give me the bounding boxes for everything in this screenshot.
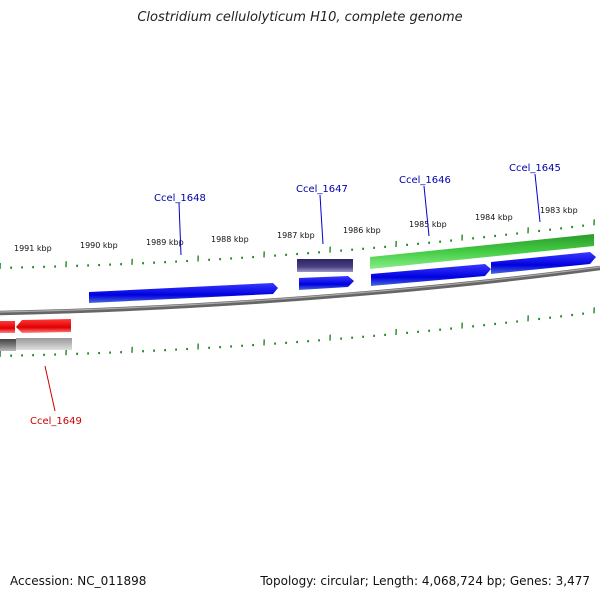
genome-summary-text: Topology: circular; Length: 4,068,724 bp… bbox=[260, 574, 590, 588]
gene-label-ccel-1645[interactable]: Ccel_1645 bbox=[509, 163, 561, 174]
feature-ccel-1647-other[interactable] bbox=[297, 259, 353, 272]
feature-ccel-1649-grey[interactable] bbox=[16, 338, 72, 350]
label-line-ccel-1646 bbox=[423, 185, 430, 237]
lower-scale-ticks bbox=[0, 307, 595, 358]
gene-label-ccel-1647[interactable]: Ccel_1647 bbox=[296, 184, 348, 195]
scale-label-1988: 1988 kbp bbox=[211, 235, 249, 244]
scale-label-1986: 1986 kbp bbox=[343, 226, 381, 235]
label-line-ccel-1645 bbox=[534, 173, 541, 223]
gene-ccel-1647-arrow[interactable] bbox=[299, 276, 354, 290]
scale-label-1987: 1987 kbp bbox=[277, 231, 315, 240]
accession-text: Accession: NC_011898 bbox=[10, 574, 147, 588]
label-line-ccel-1649 bbox=[44, 365, 56, 412]
feature-ccel-1646-rna[interactable] bbox=[370, 234, 594, 269]
map-title: Clostridium cellulolyticum H10, complete… bbox=[137, 10, 463, 25]
gene-ccel-1645-arrow[interactable] bbox=[491, 252, 596, 274]
feature-left-edge-grey[interactable] bbox=[0, 339, 16, 351]
scale-label-1990: 1990 kbp bbox=[80, 241, 118, 250]
gene-ccel-1648-arrow[interactable] bbox=[89, 283, 278, 303]
label-line-ccel-1647 bbox=[319, 194, 324, 245]
scale-label-1991: 1991 kbp bbox=[14, 244, 52, 253]
genome-backbone-highlight bbox=[0, 266, 600, 313]
gene-label-ccel-1648[interactable]: Ccel_1648 bbox=[154, 193, 206, 204]
scale-label-1984: 1984 kbp bbox=[475, 213, 513, 222]
label-line-ccel-1648 bbox=[178, 202, 182, 256]
gene-ccel-1649-arrow[interactable] bbox=[16, 319, 71, 333]
genome-backbone bbox=[0, 265, 600, 316]
upper-scale-ticks bbox=[0, 219, 595, 270]
gene-left-edge-reverse[interactable] bbox=[0, 321, 15, 333]
scale-label-1983: 1983 kbp bbox=[540, 206, 578, 215]
gene-label-ccel-1649[interactable]: Ccel_1649 bbox=[30, 416, 82, 427]
gene-label-ccel-1646[interactable]: Ccel_1646 bbox=[399, 175, 451, 186]
gene-ccel-1646-arrow[interactable] bbox=[371, 264, 491, 286]
scale-label-1989: 1989 kbp bbox=[146, 238, 184, 247]
